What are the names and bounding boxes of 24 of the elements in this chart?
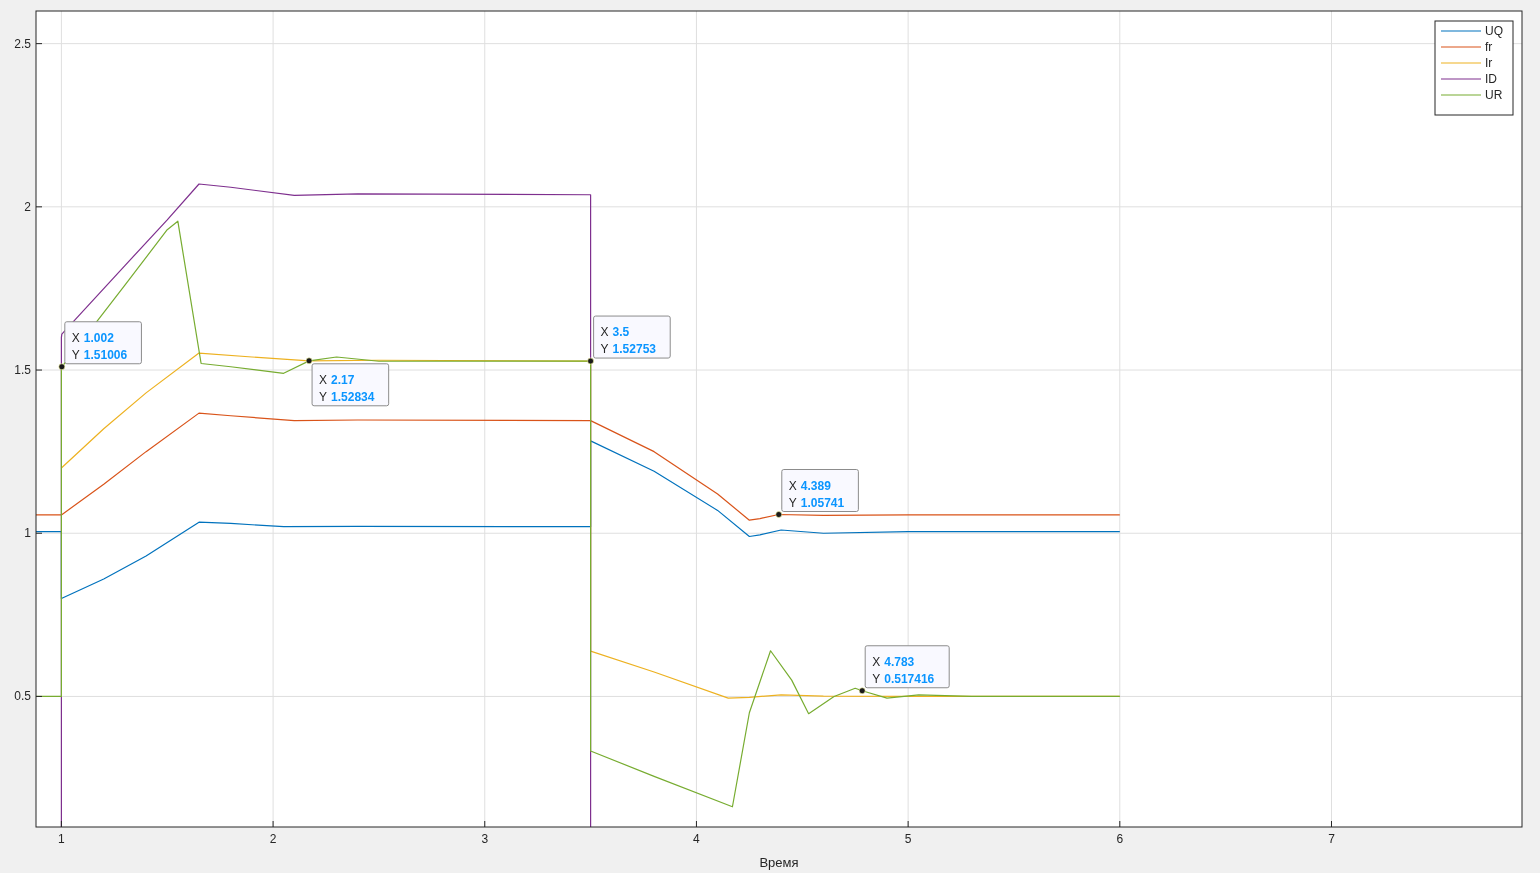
legend-label: Ir bbox=[1485, 56, 1493, 70]
annotation: X 4.389 Y 1.05741 bbox=[788, 478, 845, 510]
annotation: X 3.5 Y 1.52753 bbox=[600, 325, 657, 357]
x-axis-title: Время bbox=[759, 855, 799, 870]
annotation: X 1.002 Y 1.51006 bbox=[71, 330, 128, 362]
annotation: X 4.783 Y 0.517416 bbox=[872, 654, 935, 686]
legend-label: UQ bbox=[1485, 24, 1503, 38]
x-tick-label: 6 bbox=[1116, 832, 1124, 846]
x-tick-label: 7 bbox=[1328, 832, 1336, 846]
legend-label: ID bbox=[1485, 72, 1498, 86]
legend-label: fr bbox=[1485, 40, 1493, 54]
y-tick-label: 0.5 bbox=[14, 689, 32, 704]
x-tick-label: 3 bbox=[481, 832, 489, 846]
y-tick-label: 2.5 bbox=[14, 36, 32, 51]
y-tick-label: 1.5 bbox=[14, 363, 32, 378]
y-tick-label: 1 bbox=[24, 526, 32, 541]
legend-label: UR bbox=[1485, 88, 1503, 102]
x-tick-label: 2 bbox=[269, 832, 277, 846]
y-tick-label: 2 bbox=[24, 199, 32, 214]
line-series bbox=[36, 412, 1121, 521]
annotation: X 2.17 Y 1.52834 bbox=[319, 372, 375, 404]
x-tick-label: 1 bbox=[58, 832, 66, 846]
x-tick-label: 5 bbox=[904, 832, 912, 846]
x-tick-label: 4 bbox=[693, 832, 701, 846]
